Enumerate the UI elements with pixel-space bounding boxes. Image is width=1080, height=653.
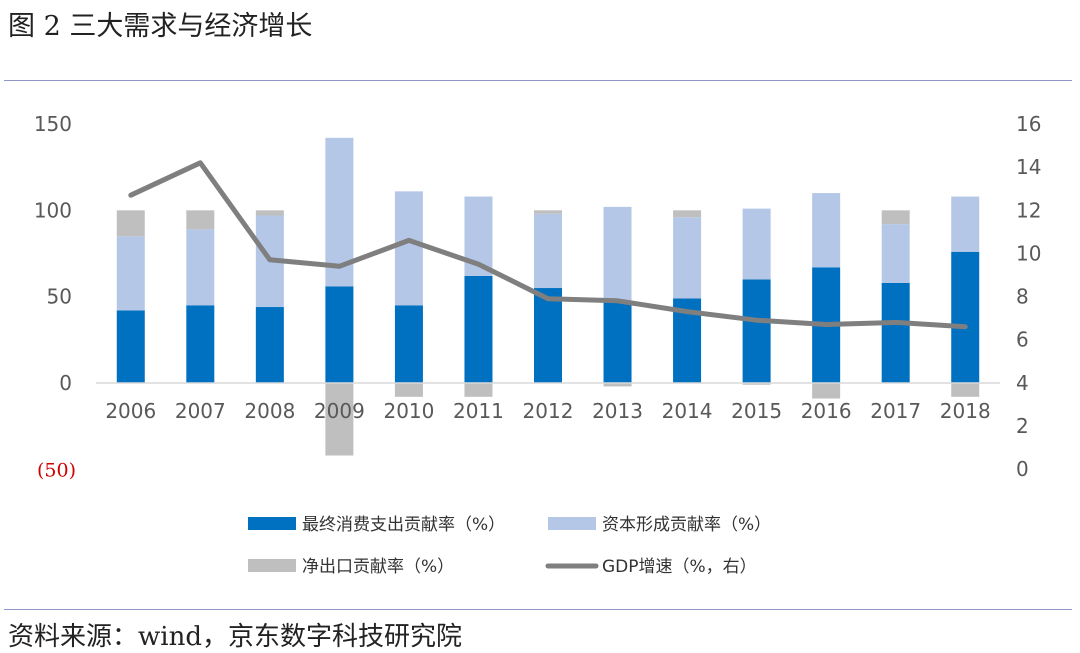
right-tick-label: 8 (1016, 285, 1029, 309)
gdp-point (268, 258, 272, 262)
right-tick-label: 12 (1016, 198, 1041, 222)
bar-net-export (742, 383, 771, 385)
bar-net-export (603, 383, 632, 387)
bar-capital (186, 229, 215, 306)
bar-net-export (534, 210, 562, 214)
bar-consumption (534, 288, 562, 383)
x-tick-label: 2018 (940, 399, 991, 423)
legend-label: 净出口贡献率（%） (302, 557, 454, 577)
x-tick-label: 2012 (523, 399, 574, 423)
bar-capital (812, 193, 841, 268)
x-tick-label: 2016 (801, 399, 852, 423)
x-tick-label: 2007 (175, 399, 226, 423)
bar-consumption (603, 301, 632, 383)
figure-title: 图 2 三大需求与经济增长 (8, 11, 313, 42)
gdp-point (476, 262, 480, 266)
left-tick-label: 0 (59, 371, 72, 395)
gdp-point (546, 297, 550, 301)
legend-item: 最终消费支出贡献率（%） (248, 515, 505, 535)
bar-capital (742, 208, 771, 280)
gdp-point (407, 238, 411, 242)
x-tick-label: 2009 (314, 399, 365, 423)
gdp-point (129, 193, 133, 197)
x-tick-label: 2010 (383, 399, 434, 423)
legend-label: 最终消费支出贡献率（%） (302, 515, 505, 535)
left-extra-label: (50) (37, 459, 76, 481)
x-tick-label: 2015 (731, 399, 782, 423)
legend-swatch (548, 517, 596, 530)
bar-net-export (186, 210, 215, 230)
right-tick-label: 0 (1016, 457, 1029, 481)
x-tick-label: 2008 (244, 399, 295, 423)
x-tick-label: 2014 (662, 399, 713, 423)
gdp-point (198, 161, 202, 165)
bar-net-export (464, 383, 493, 397)
bar-net-export (881, 210, 910, 225)
left-tick-label: 100 (34, 198, 72, 222)
bar-consumption (116, 310, 145, 383)
left-tick-label: 50 (47, 285, 72, 309)
gdp-point (894, 320, 898, 324)
bar-consumption (464, 275, 493, 383)
bar-capital (394, 191, 423, 306)
legend-item: 资本形成贡献率（%） (548, 515, 771, 535)
bar-capital (603, 206, 632, 302)
legend-label: 资本形成贡献率（%） (602, 515, 771, 535)
bar-consumption (394, 305, 423, 383)
bar-net-export (951, 383, 980, 397)
right-tick-label: 4 (1016, 371, 1029, 395)
right-axis: 16 14 12 10 8 6 4 2 0 (1016, 112, 1041, 481)
bar-capital (951, 196, 980, 252)
bar-net-export (394, 383, 423, 397)
source-note: 资料来源：wind，京东数字科技研究院 (8, 622, 462, 652)
gdp-point (616, 299, 620, 303)
right-tick-label: 10 (1016, 241, 1041, 265)
gdp-point (963, 325, 967, 329)
bar-consumption (742, 279, 771, 383)
bar-net-export (812, 383, 841, 399)
bar-consumption (255, 307, 284, 383)
x-tick-label: 2013 (592, 399, 643, 423)
bottom-divider (4, 609, 1072, 610)
left-axis: 150 100 50 0 (50) (34, 112, 76, 481)
bar-consumption (186, 305, 215, 383)
x-tick-label: 2011 (453, 399, 504, 423)
left-tick-label: 150 (34, 112, 72, 136)
x-tick-label: 2017 (870, 399, 921, 423)
x-axis-labels: 2006 2007 2008 2009 2010 2011 2012 2013 2014 2015… (105, 399, 990, 423)
gdp-point (337, 264, 341, 268)
gdp-point (824, 323, 828, 327)
bar-capital (116, 236, 145, 311)
bar-capital (881, 224, 910, 283)
gdp-point (685, 310, 689, 314)
legend-item: GDP增速（%，右） (545, 557, 757, 577)
legend-swatch (248, 559, 296, 572)
legend-swatch (248, 517, 296, 530)
legend-label: GDP增速（%，右） (602, 557, 757, 577)
bar-consumption (325, 286, 354, 383)
bar-net-export (116, 210, 145, 237)
bar-net-export (325, 383, 354, 456)
gdp-point (755, 318, 759, 322)
bar-net-export (255, 210, 284, 216)
bar-capital (534, 213, 562, 289)
right-tick-label: 6 (1016, 328, 1029, 352)
bar-capital (673, 217, 702, 299)
x-tick-label: 2006 (105, 399, 156, 423)
legend: 最终消费支出贡献率（%） 资本形成贡献率（%） 净出口贡献率（%） GDP增速（%，右… (248, 515, 771, 577)
gdp-line-series (128, 160, 968, 330)
bar-consumption (881, 282, 910, 383)
top-divider (4, 80, 1072, 81)
right-tick-label: 16 (1016, 112, 1041, 136)
legend-item: 净出口贡献率（%） (248, 557, 454, 577)
right-tick-label: 2 (1016, 414, 1029, 438)
bar-net-export (673, 210, 702, 218)
right-tick-label: 14 (1016, 155, 1041, 179)
bar-consumption (951, 251, 980, 383)
